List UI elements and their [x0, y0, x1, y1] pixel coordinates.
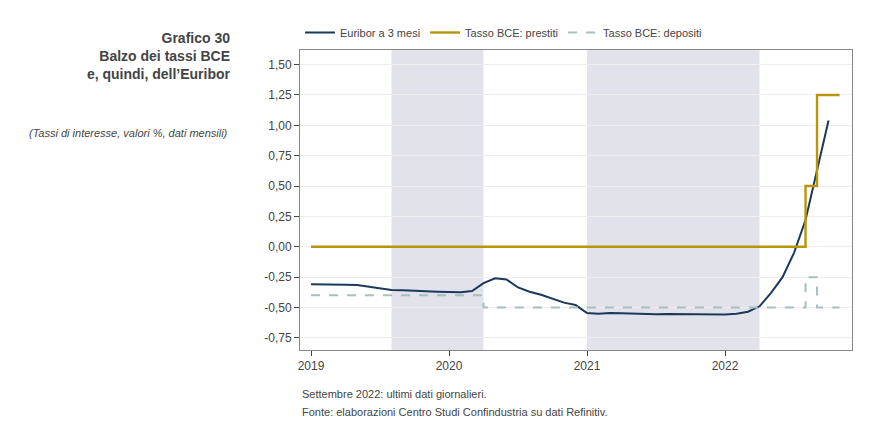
svg-text:Settembre 2022: ultimi dati gi: Settembre 2022: ultimi dati giornalieri.	[302, 388, 487, 400]
svg-text:-0,25: -0,25	[264, 270, 292, 284]
svg-text:Grafico 30Balzo dei tassi BCEe: Grafico 30Balzo dei tassi BCEe, quindi, …	[87, 30, 231, 82]
svg-text:0,50: 0,50	[268, 179, 292, 193]
svg-text:Tasso BCE: prestiti: Tasso BCE: prestiti	[465, 27, 558, 39]
svg-text:1,00: 1,00	[268, 119, 292, 133]
svg-text:2020: 2020	[436, 359, 463, 373]
svg-text:(Tassi di interesse, valori %,: (Tassi di interesse, valori %, dati mens…	[29, 127, 228, 139]
svg-text:-0,50: -0,50	[264, 301, 292, 315]
svg-text:2021: 2021	[574, 359, 601, 373]
svg-text:-0,75: -0,75	[264, 331, 292, 345]
svg-text:0,00: 0,00	[268, 240, 292, 254]
svg-text:0,75: 0,75	[268, 149, 292, 163]
svg-text:Tasso BCE: depositi: Tasso BCE: depositi	[603, 27, 701, 39]
svg-text:2019: 2019	[298, 359, 325, 373]
svg-text:1,25: 1,25	[268, 88, 292, 102]
svg-text:2022: 2022	[712, 359, 739, 373]
svg-text:Euribor a 3 mesi: Euribor a 3 mesi	[340, 27, 420, 39]
svg-text:1,50: 1,50	[268, 58, 292, 72]
svg-text:0,25: 0,25	[268, 210, 292, 224]
svg-text:Fonte: elaborazioni Centro Stu: Fonte: elaborazioni Centro Studi Confind…	[302, 406, 608, 418]
